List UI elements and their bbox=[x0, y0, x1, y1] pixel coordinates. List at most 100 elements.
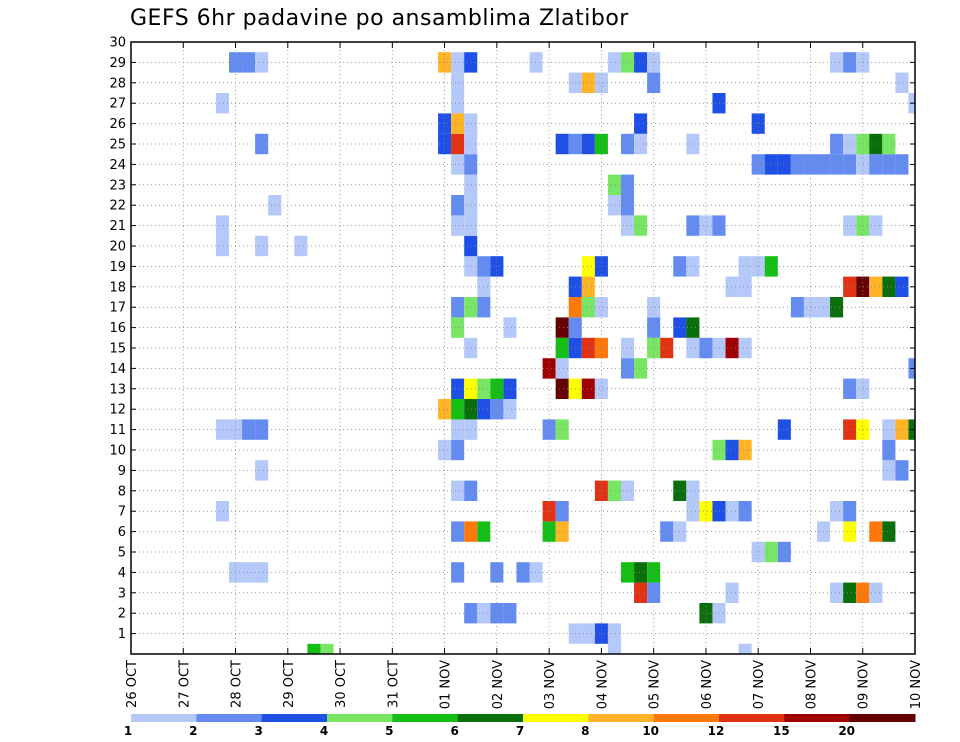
heatmap-cell bbox=[843, 378, 857, 399]
heatmap-cell bbox=[594, 133, 608, 155]
heatmap-cell bbox=[895, 72, 909, 93]
heatmap-cell bbox=[581, 133, 595, 155]
y-tick-label: 3 bbox=[118, 586, 126, 601]
colorbar-label: 8 bbox=[581, 724, 589, 738]
heatmap-cell bbox=[843, 215, 857, 236]
heatmap-cell bbox=[464, 174, 478, 195]
heatmap-cell bbox=[843, 52, 857, 73]
colorbar-swatch bbox=[653, 714, 720, 722]
heatmap-cell bbox=[255, 52, 269, 73]
heatmap-cell bbox=[686, 133, 700, 155]
y-tick-label: 9 bbox=[118, 464, 126, 479]
heatmap-cell bbox=[738, 501, 752, 522]
y-tick-label: 10 bbox=[109, 444, 126, 459]
heatmap-cell bbox=[882, 154, 896, 175]
heatmap-cell bbox=[830, 133, 844, 155]
heatmap-cell bbox=[255, 419, 269, 440]
heatmap-cell bbox=[882, 439, 896, 461]
heatmap-cell bbox=[803, 154, 817, 175]
heatmap-cell bbox=[634, 358, 648, 379]
heatmap-cell bbox=[464, 52, 478, 73]
heatmap-cell bbox=[607, 643, 621, 654]
heatmap-cell bbox=[451, 93, 465, 114]
heatmap-cell bbox=[686, 501, 700, 522]
heatmap-cell bbox=[751, 154, 765, 175]
heatmap-cell bbox=[738, 276, 752, 297]
heatmap-cell bbox=[738, 337, 752, 359]
colorbar-label: 1 bbox=[124, 724, 132, 738]
x-tick-label: 09 NOV bbox=[857, 660, 872, 709]
heatmap-cell bbox=[503, 317, 517, 338]
heatmap-cell bbox=[451, 113, 465, 134]
heatmap-cell bbox=[777, 541, 791, 563]
heatmap-cell bbox=[555, 337, 569, 359]
heatmap-cell bbox=[581, 297, 595, 318]
heatmap-cell bbox=[255, 460, 269, 481]
heatmap-cell bbox=[777, 419, 791, 440]
x-tick-label: 05 NOV bbox=[648, 660, 663, 709]
x-tick-label: 27 OCT bbox=[177, 660, 192, 708]
heatmap-cell bbox=[555, 501, 569, 522]
heatmap-cell bbox=[895, 276, 909, 297]
y-tick-label: 24 bbox=[109, 158, 126, 173]
heatmap-cell bbox=[215, 419, 229, 440]
heatmap-cell bbox=[438, 399, 452, 420]
heatmap-cell bbox=[777, 154, 791, 175]
x-tick-label: 03 NOV bbox=[543, 660, 558, 709]
heatmap-cell bbox=[464, 399, 478, 420]
x-tick-label: 28 OCT bbox=[230, 660, 245, 708]
heatmap-cell bbox=[255, 133, 269, 155]
heatmap-cell bbox=[843, 133, 857, 155]
heatmap-cell bbox=[464, 521, 478, 542]
colorbar-label: 15 bbox=[773, 724, 790, 738]
heatmap-cell bbox=[699, 501, 713, 522]
heatmap-cell bbox=[451, 562, 465, 583]
heatmap-cell bbox=[464, 215, 478, 236]
heatmap-cell bbox=[464, 133, 478, 155]
heatmap-cell bbox=[503, 378, 517, 399]
y-tick-label: 6 bbox=[118, 525, 126, 540]
heatmap-cell bbox=[856, 582, 870, 603]
y-tick-label: 23 bbox=[109, 178, 126, 193]
heatmap-cell bbox=[686, 256, 700, 277]
heatmap-cell bbox=[790, 154, 804, 175]
heatmap-cell bbox=[790, 297, 804, 318]
heatmap-cell bbox=[581, 623, 595, 644]
heatmap-cell bbox=[242, 419, 256, 440]
heatmap-cell bbox=[856, 378, 870, 399]
x-tick-label: 08 NOV bbox=[804, 660, 819, 709]
colorbar-label: 3 bbox=[254, 724, 262, 738]
heatmap-cell bbox=[607, 480, 621, 501]
heatmap-cell bbox=[451, 439, 465, 461]
heatmap-cell bbox=[895, 460, 909, 481]
heatmap-cell bbox=[830, 52, 844, 73]
heatmap-cell bbox=[555, 358, 569, 379]
heatmap-cell bbox=[464, 480, 478, 501]
y-tick-label: 14 bbox=[109, 362, 126, 377]
heatmap-cell bbox=[581, 337, 595, 359]
heatmap-cell bbox=[895, 419, 909, 440]
heatmap-cell bbox=[634, 113, 648, 134]
colorbar-swatch bbox=[719, 714, 785, 722]
y-axis: 1234567891011121314151617181920212223242… bbox=[109, 36, 915, 642]
heatmap-cell bbox=[490, 399, 504, 420]
heatmap-cell bbox=[451, 215, 465, 236]
heatmap-cell bbox=[751, 541, 765, 563]
heatmap-cell bbox=[451, 480, 465, 501]
y-tick-label: 20 bbox=[109, 240, 126, 255]
heatmap-cell bbox=[686, 317, 700, 338]
colorbar-swatch bbox=[131, 714, 197, 722]
heatmap-cell bbox=[451, 317, 465, 338]
colorbar-label: 5 bbox=[385, 724, 393, 738]
heatmap-cell bbox=[320, 643, 334, 654]
colorbar-swatch bbox=[261, 714, 328, 722]
colorbar-label: 20 bbox=[838, 724, 855, 738]
heatmap-cell bbox=[464, 603, 478, 624]
heatmap-cell bbox=[843, 501, 857, 522]
heatmap-cell bbox=[843, 521, 857, 542]
heatmap-cell bbox=[451, 154, 465, 175]
heatmap-cell bbox=[438, 133, 452, 155]
x-axis: 26 OCT 27 OCT 28 OCT 29 OCT 30 OCT 31 OCT 01 N… bbox=[125, 42, 924, 709]
heatmap-cell bbox=[634, 582, 648, 603]
heatmap-cell bbox=[451, 52, 465, 73]
